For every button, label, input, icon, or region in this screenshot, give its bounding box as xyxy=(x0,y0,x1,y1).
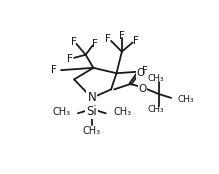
Text: F: F xyxy=(119,30,125,41)
Text: O: O xyxy=(136,68,145,78)
Text: N: N xyxy=(87,91,96,104)
Text: F: F xyxy=(51,65,57,75)
Text: O: O xyxy=(139,84,147,94)
Text: F: F xyxy=(67,54,73,64)
Text: CH₃: CH₃ xyxy=(177,95,194,104)
Text: F: F xyxy=(142,66,148,76)
Text: F: F xyxy=(92,39,98,49)
Text: CH₃: CH₃ xyxy=(147,105,164,114)
Text: CH₃: CH₃ xyxy=(147,74,164,83)
Text: F: F xyxy=(105,34,111,44)
Text: F: F xyxy=(133,36,139,46)
Text: CH₃: CH₃ xyxy=(52,107,70,117)
Text: CH₃: CH₃ xyxy=(113,107,132,117)
Text: F: F xyxy=(71,37,77,48)
Text: CH₃: CH₃ xyxy=(83,126,101,136)
Text: Si: Si xyxy=(87,105,97,118)
